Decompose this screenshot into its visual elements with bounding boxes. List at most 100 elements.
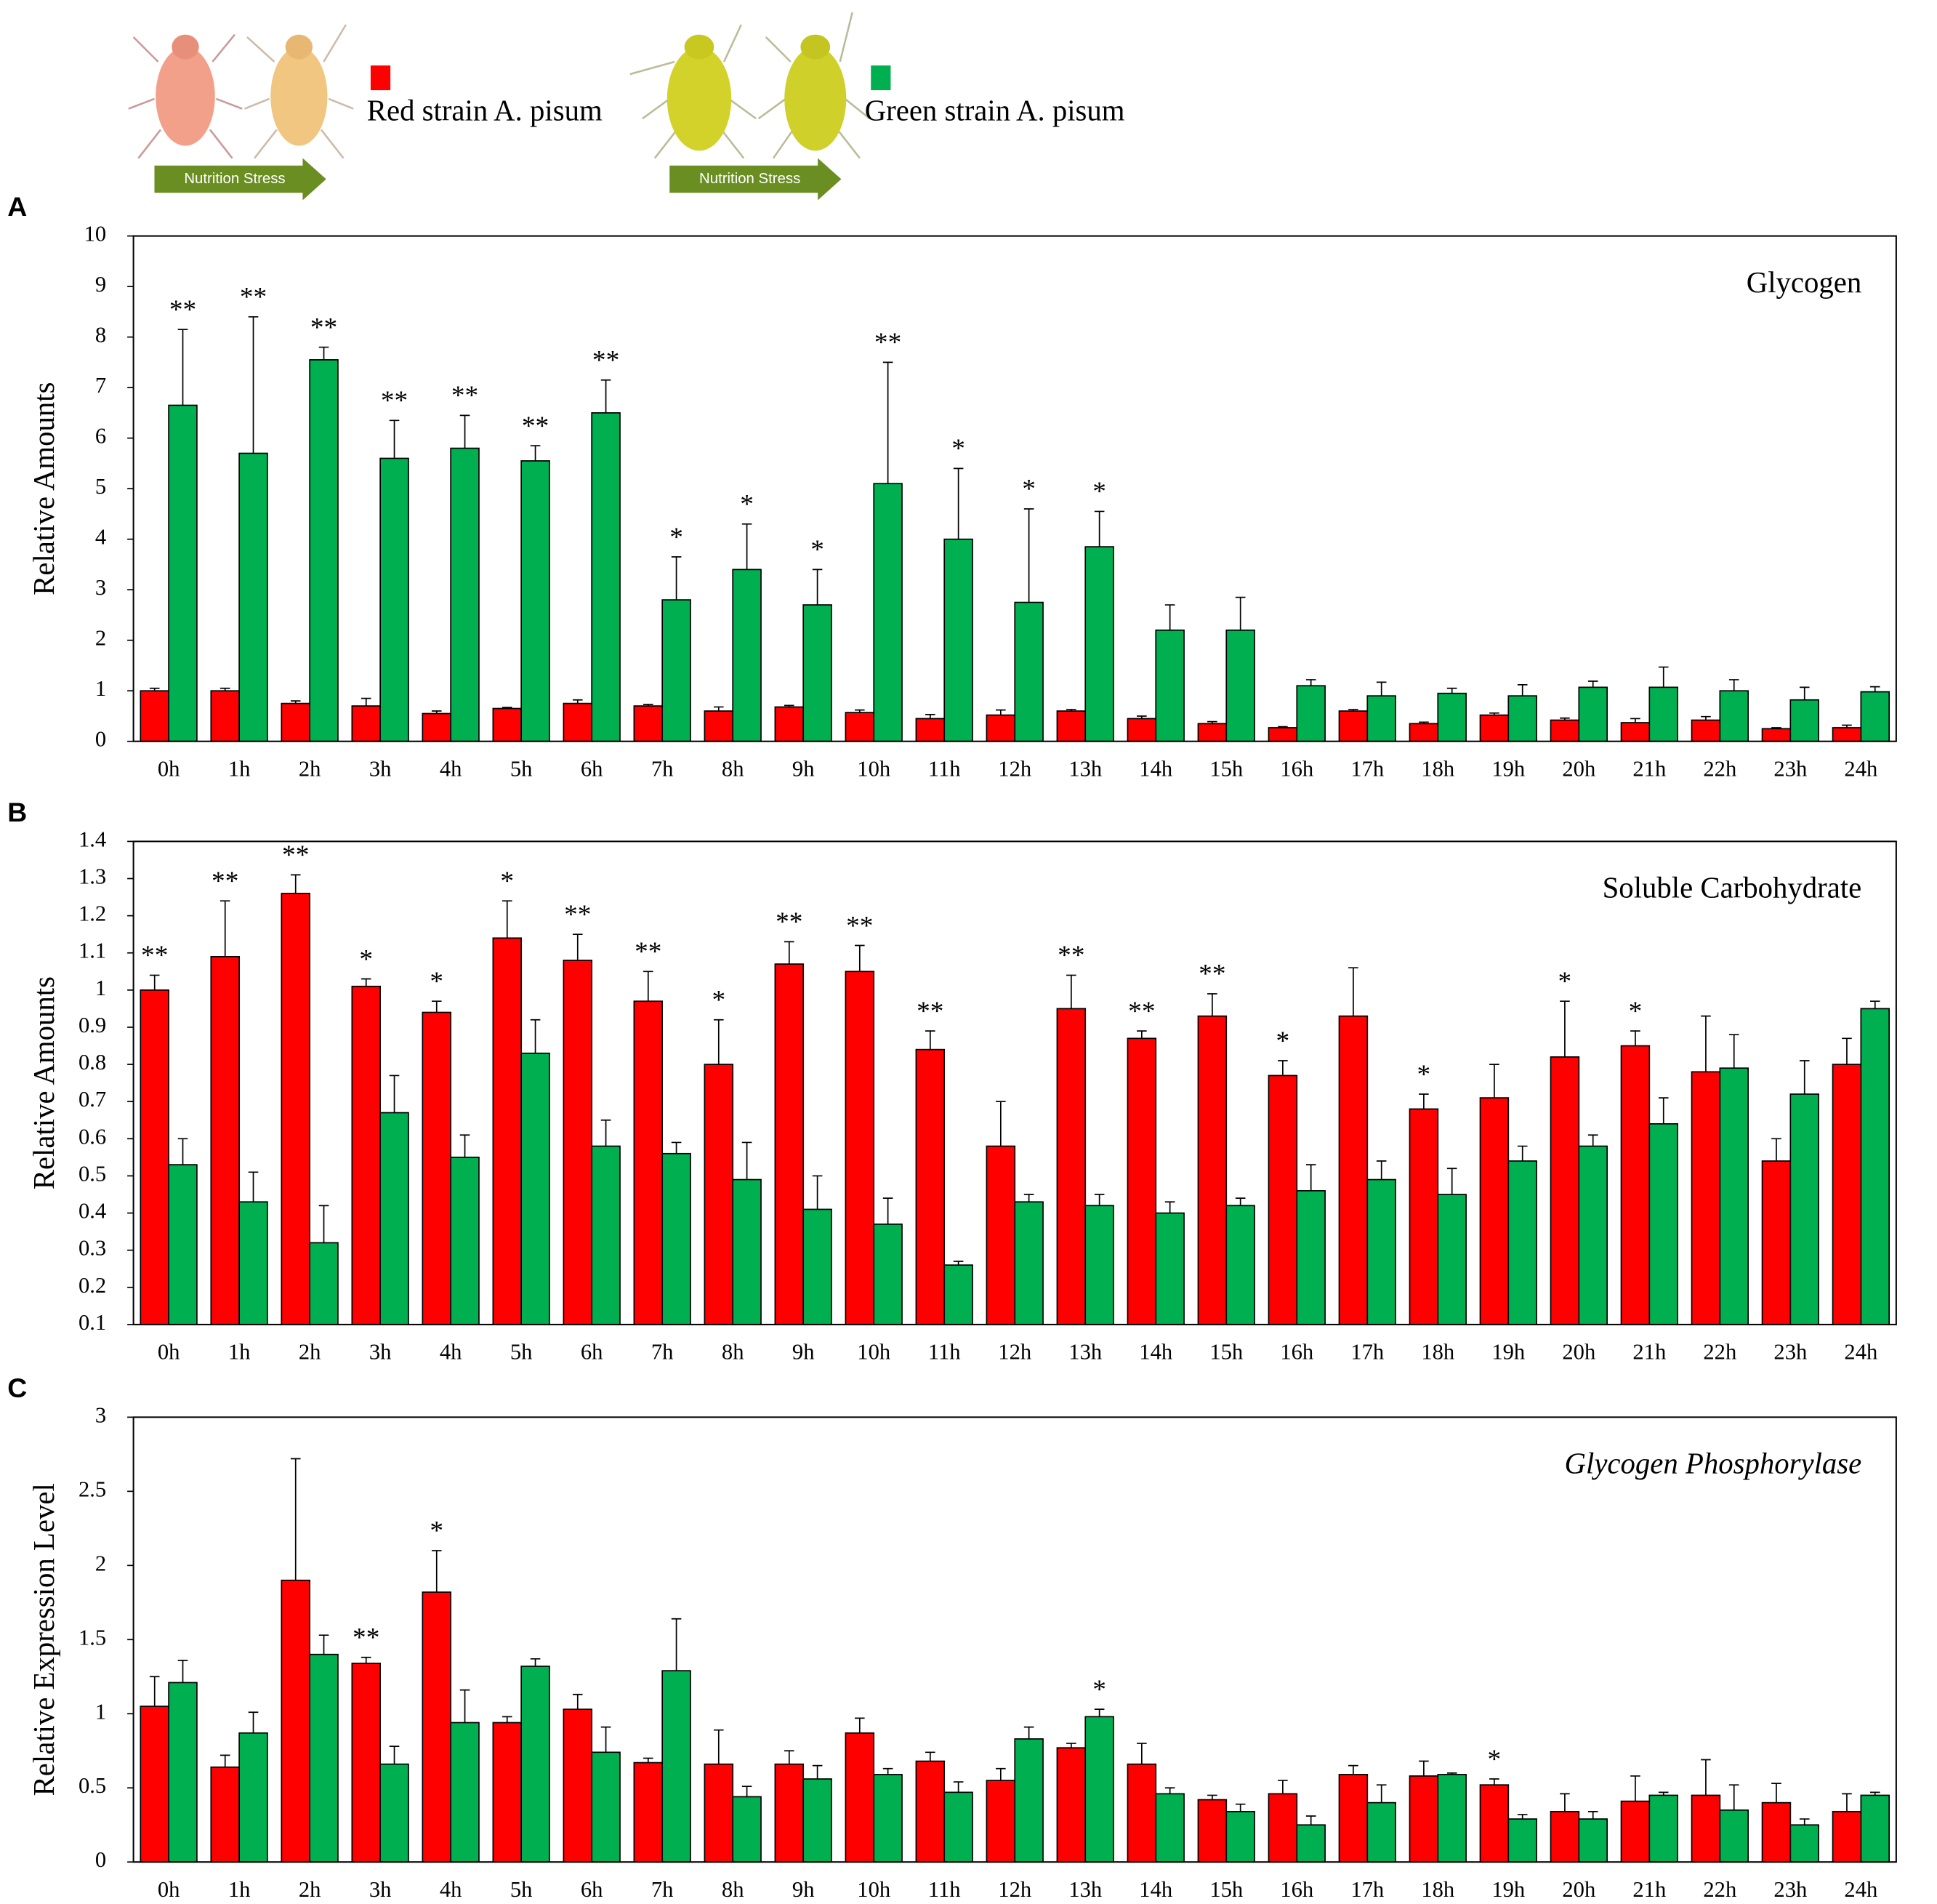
bar (1338, 710, 1369, 742)
error-bar (996, 1767, 1006, 1781)
bar (1550, 1056, 1580, 1325)
x-tick-label: 11h (928, 757, 961, 782)
x-tick-label: 10h (857, 1877, 890, 1902)
x-tick-label: 12h (998, 757, 1031, 782)
panel-label: B (7, 797, 27, 827)
error-bar (1278, 1780, 1288, 1794)
x-tick-label: 20h (1562, 1877, 1595, 1902)
bar (492, 707, 523, 742)
y-tick-label: 4 (95, 525, 106, 550)
error-bar (290, 874, 301, 893)
error-bar (1658, 1791, 1669, 1796)
error-bar (1489, 712, 1499, 715)
error-bar (1419, 1760, 1429, 1776)
bar (281, 1579, 310, 1863)
significance-label: ** (1199, 960, 1225, 989)
error-bar (1207, 720, 1217, 724)
chart: C Relative Expression Level 0 0.5 1 1.5 2 2.5 3 0… (7, 1373, 1897, 1902)
error-bar (855, 1717, 865, 1733)
bar (238, 1201, 268, 1325)
error-bar (1066, 1743, 1076, 1748)
error-bar (1587, 1134, 1598, 1146)
error-bar (1728, 679, 1739, 691)
error-bar (1164, 1787, 1175, 1794)
x-tick-label: 0h (158, 1340, 180, 1365)
significance-label: ** (874, 328, 901, 358)
x-tick-label: 17h (1350, 757, 1384, 782)
x-tick-label: 1h (228, 1877, 251, 1902)
significance-label: ** (169, 295, 196, 325)
arrow-label: Nutrition Stress (699, 171, 800, 187)
bar (1084, 1205, 1114, 1325)
bar (1691, 1794, 1721, 1863)
error-bar (925, 1030, 935, 1050)
error-bar (502, 707, 512, 709)
error-bar (671, 556, 682, 600)
y-tick-label: 0.3 (78, 1236, 106, 1261)
error-bar (1305, 1164, 1316, 1191)
bar (1761, 1160, 1792, 1325)
bar (1719, 690, 1749, 742)
error-bar (713, 1729, 724, 1764)
bar (732, 569, 762, 742)
error-bar (1278, 726, 1288, 728)
error-bar (996, 709, 1006, 715)
plot-frame (132, 1416, 1897, 1863)
bar (422, 712, 452, 742)
significance-label: * (669, 523, 683, 553)
bar (986, 1780, 1016, 1863)
error-bar (530, 445, 541, 461)
bar (1691, 719, 1721, 742)
y-tick-label: 1 (95, 676, 106, 701)
significance-label: ** (353, 1623, 379, 1653)
error-bar (149, 974, 160, 990)
error-bar (882, 1197, 893, 1224)
aphid-green-2 (757, 12, 871, 159)
chart-title: Glycogen Phosphorylase (1565, 1447, 1862, 1480)
bar (633, 705, 664, 742)
y-tick-label: 0 (95, 727, 106, 752)
bar (1056, 1008, 1087, 1325)
bar (915, 1760, 946, 1863)
error-bar (1869, 1791, 1880, 1796)
bar (1832, 1064, 1862, 1325)
error-bar (1869, 686, 1880, 692)
error-bar (318, 1634, 329, 1655)
significance-label: ** (635, 937, 661, 967)
bar (563, 702, 593, 742)
error-bar (1842, 1793, 1852, 1812)
error-bar (149, 687, 160, 691)
error-bar (643, 1757, 653, 1763)
y-tick-label: 1.3 (78, 864, 106, 889)
error-bar (220, 1754, 230, 1767)
bar (1127, 1037, 1157, 1325)
error-bar (1517, 684, 1528, 696)
bar (140, 690, 169, 742)
bar (168, 1682, 198, 1863)
error-bar (1348, 1764, 1358, 1775)
bar (802, 1208, 832, 1325)
bar (986, 714, 1016, 742)
aphid-red-2 (244, 24, 354, 159)
error-bar (1164, 1201, 1175, 1213)
error-bar (784, 941, 794, 965)
bar (1479, 1784, 1510, 1863)
aphid-red-1 (128, 33, 243, 159)
error-bar (1728, 1034, 1739, 1069)
error-bar (600, 1726, 611, 1753)
chart-title: Soluble Carbohydrate (1603, 872, 1862, 904)
y-tick-label: 2 (95, 626, 106, 651)
bar (520, 1052, 550, 1325)
bar (1366, 1801, 1396, 1863)
significance-label: ** (846, 911, 873, 941)
bar (210, 690, 240, 742)
x-tick-label: 16h (1280, 757, 1313, 782)
x-tick-label: 19h (1491, 1877, 1525, 1902)
y-tick-label: 0.5 (78, 1161, 106, 1186)
bar (661, 1152, 691, 1325)
bar (661, 1670, 691, 1863)
bar (1789, 1824, 1819, 1863)
bar (520, 460, 550, 742)
significance-label: ** (1128, 997, 1155, 1027)
bar (1620, 1045, 1651, 1325)
